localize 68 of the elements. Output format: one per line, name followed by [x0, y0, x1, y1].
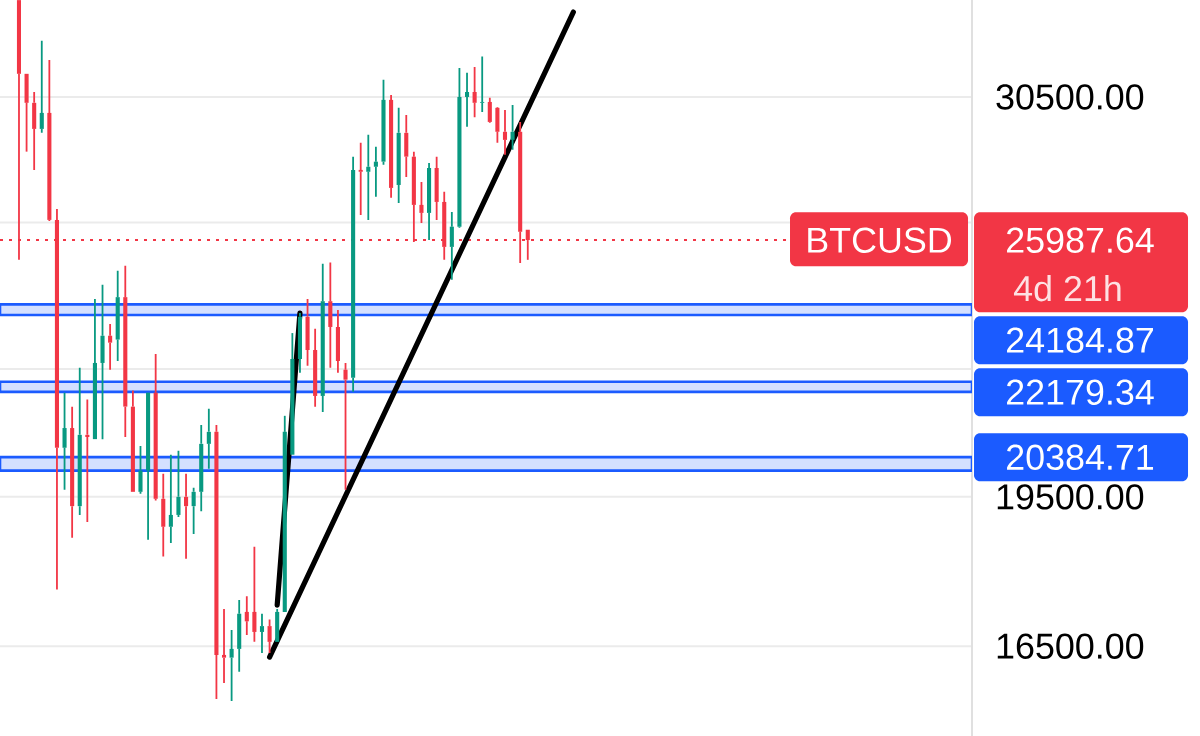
annotation: BTCUSD — [808, 227, 952, 253]
candlestick — [328, 261, 333, 369]
candlestick — [138, 445, 143, 495]
candlestick — [351, 155, 356, 393]
candlestick — [457, 66, 462, 227]
candlestick — [130, 389, 135, 492]
band-label: 20384.71 — [1007, 444, 1154, 470]
candlestick — [206, 407, 211, 470]
candlestick — [221, 608, 227, 684]
candlestick — [237, 599, 242, 673]
candlestick — [358, 141, 363, 216]
candlestick — [70, 405, 75, 539]
candlestick — [24, 73, 29, 153]
candlestick — [229, 629, 234, 702]
candlestick — [191, 486, 196, 535]
candlestick — [434, 155, 439, 221]
candlestick — [252, 545, 257, 643]
candlestick — [502, 109, 508, 156]
text: 4d 21h — [1013, 275, 1121, 302]
candlestick — [168, 453, 173, 544]
candlestick — [305, 298, 310, 367]
candlestick — [199, 424, 204, 513]
candlestick — [184, 472, 189, 560]
candlestick — [115, 269, 120, 362]
candlestick — [373, 145, 378, 198]
candlestick — [396, 106, 401, 204]
candlestick — [32, 91, 37, 171]
candlestick — [320, 262, 325, 413]
candlestick — [381, 78, 386, 166]
candlestick — [123, 264, 128, 438]
candlestick — [343, 362, 348, 491]
candlestick — [259, 612, 265, 654]
candlestick — [62, 391, 67, 491]
candlestick — [389, 94, 394, 199]
candlestick — [176, 449, 181, 518]
candlestick — [92, 298, 97, 440]
candlestick — [244, 595, 249, 636]
candlestick — [77, 366, 82, 516]
candlestick — [214, 424, 219, 700]
candlestick — [313, 327, 318, 408]
band-label: 24184.87 — [1007, 327, 1153, 353]
candlestick — [404, 114, 409, 178]
band-label: 22179.34 — [1007, 379, 1154, 405]
y-tick-label: 16500.00 — [997, 633, 1144, 659]
candlestick — [366, 133, 371, 221]
candlestick — [275, 608, 280, 642]
candlestick — [290, 332, 295, 455]
candlestick — [472, 66, 477, 119]
candlestick — [335, 309, 340, 374]
y-tick-label: 30500.00 — [996, 84, 1144, 110]
candlestick — [427, 162, 432, 241]
candlestick — [153, 353, 158, 502]
candlestick — [480, 55, 485, 113]
candlestick — [108, 323, 113, 371]
candlestick — [39, 39, 44, 134]
candlestick — [146, 392, 151, 541]
ref-line-label: 25987.64 — [1007, 227, 1154, 253]
candlestick — [464, 71, 470, 128]
candlestick — [282, 414, 287, 612]
candlestick — [487, 96, 492, 122]
candlestick — [100, 283, 105, 441]
candlestick — [510, 104, 515, 151]
candlestick — [449, 211, 454, 281]
candlestick — [419, 181, 424, 224]
y-tick-label: 19500.00 — [997, 484, 1144, 510]
candlestick — [297, 312, 303, 374]
candlestick — [161, 472, 166, 558]
candlestick — [495, 107, 500, 144]
